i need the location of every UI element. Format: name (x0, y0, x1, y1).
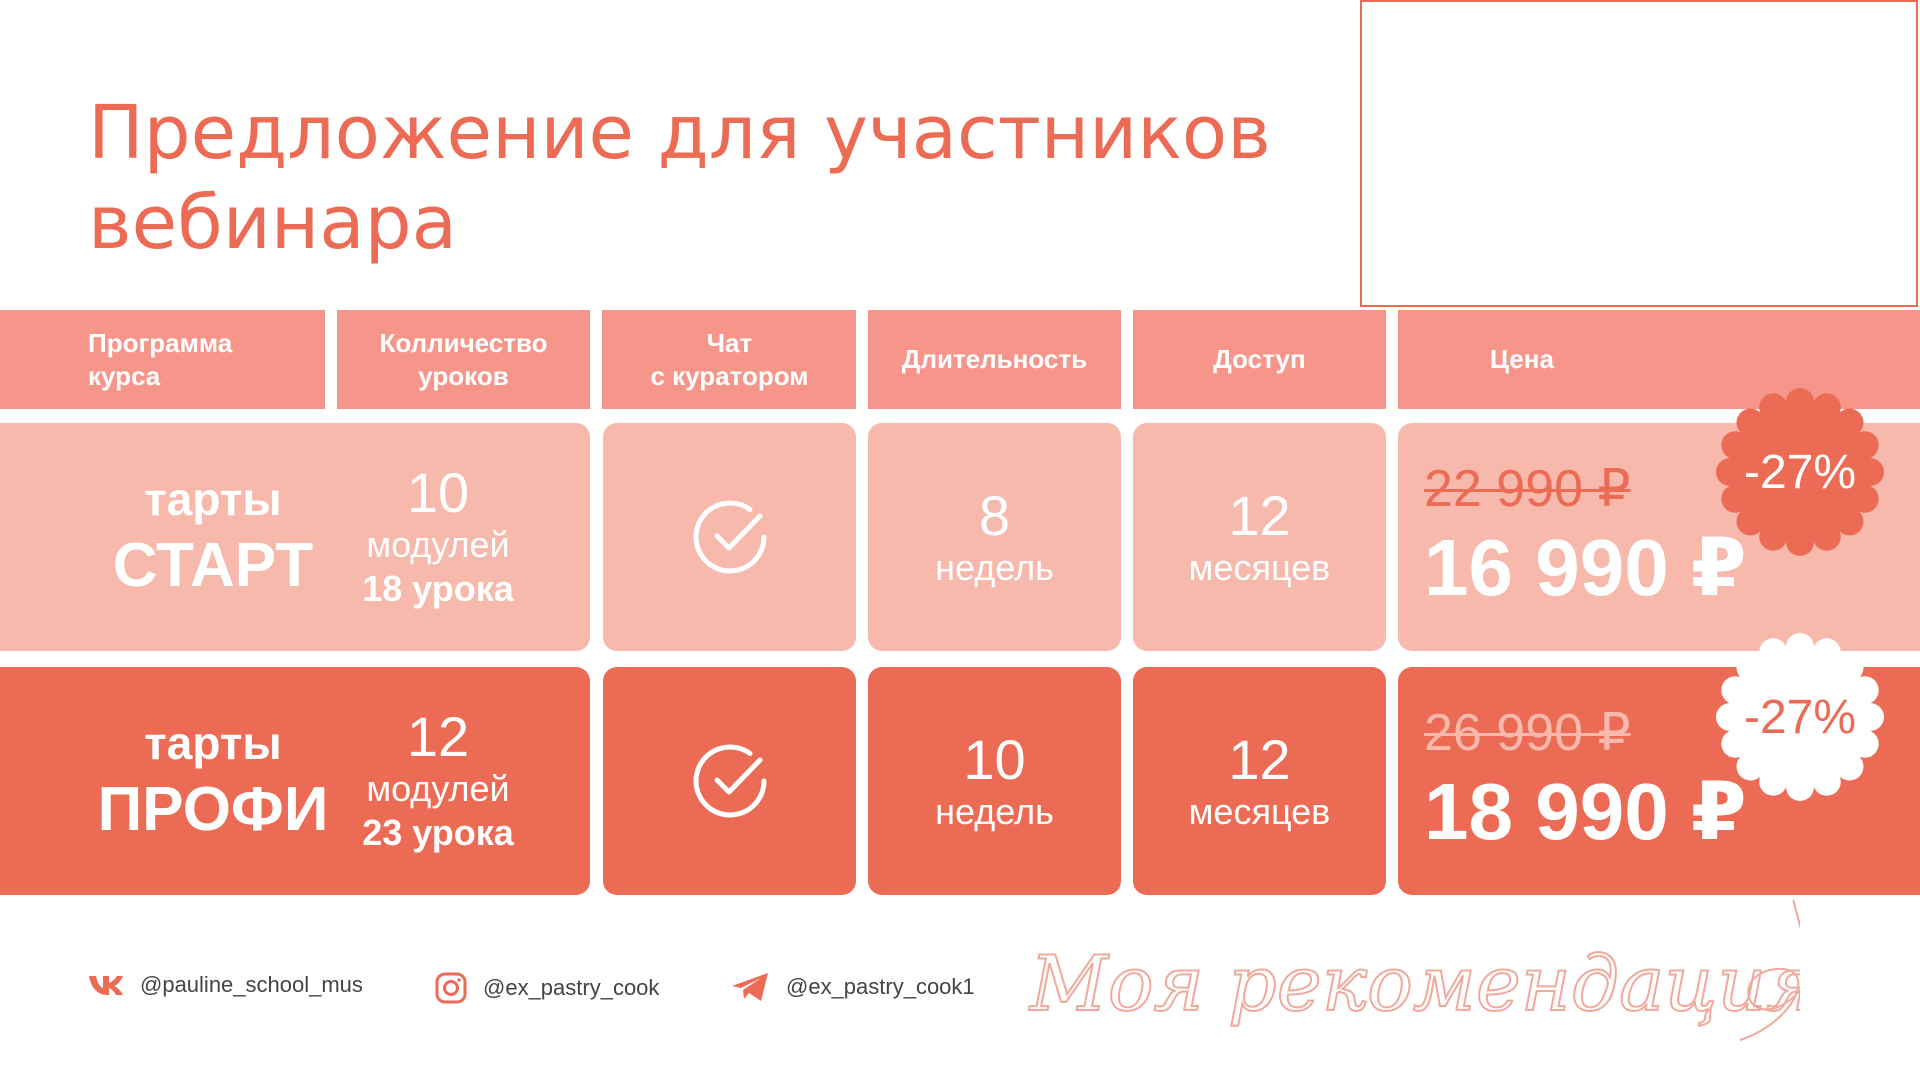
instagram-handle: @ex_pastry_cook (483, 975, 660, 1000)
header-chat-line1: Чат (706, 327, 753, 358)
row-profi-name-line1: тарты (144, 717, 282, 769)
header-price: Цена (1398, 310, 1920, 409)
discount-badge-start-text: -27% (1743, 445, 1857, 499)
row-profi-program: тарты ПРОФИ 12 модулей 23 урока (0, 667, 590, 895)
recommendation-handwriting: Моя рекомендация (1027, 900, 1800, 1041)
discount-badge-start: -27% (1715, 387, 1885, 557)
footer-vk[interactable]: @pauline_school_mus (88, 972, 363, 998)
row-profi-duration-unit: недель (935, 791, 1054, 832)
instagram-icon (435, 972, 467, 1004)
video-placeholder-frame (1360, 0, 1918, 307)
row-profi-access: 12 месяцев (1133, 667, 1386, 895)
discount-badge-profi: -27% (1715, 632, 1885, 802)
row-profi-modules-label: модулей (366, 768, 510, 809)
title-line-2: вебинара (88, 180, 457, 266)
header-program: Программа курса (0, 310, 325, 409)
row-start-access-value: 12 (1228, 484, 1291, 547)
header-lessons-line2: уроков (418, 360, 509, 391)
row-profi-lessons: 23 урока (362, 812, 514, 853)
row-profi-new-price: 18 990 ₽ (1424, 767, 1747, 856)
row-profi-modules-count: 12 (406, 705, 470, 768)
row-start-program: тарты СТАРТ 10 модулей 18 урока (0, 423, 590, 651)
row-profi-access-unit: месяцев (1188, 791, 1331, 832)
row-profi-duration-value: 10 (963, 728, 1026, 791)
row-profi-chat (603, 667, 856, 895)
header-lessons: Колличество уроков (337, 310, 590, 409)
header-program-line1: Программа (88, 327, 233, 358)
scalloped-badge-icon (1716, 388, 1884, 556)
row-start-new-price: 16 990 ₽ (1424, 523, 1747, 612)
telegram-icon (732, 973, 768, 1001)
row-start-duration-unit: недель (935, 547, 1054, 588)
header-duration: Длительность (868, 310, 1121, 409)
recommendation-text: Моя рекомендация (1028, 939, 1800, 1028)
page-title: Предложение для участников вебинара (88, 88, 1271, 268)
telegram-handle: @ex_pastry_cook1 (786, 974, 975, 999)
header-lessons-line1: Колличество (379, 327, 548, 358)
title-line-1: Предложение для участников (88, 90, 1271, 176)
footer-instagram[interactable]: @ex_pastry_cook (435, 972, 659, 1004)
header-chat-line2: с куратором (650, 360, 809, 391)
row-start-modules-label: модулей (366, 524, 510, 565)
row-start-name-line1: тарты (144, 473, 282, 525)
row-start-old-price: 22 990 ₽ (1424, 460, 1631, 518)
row-start-chat (603, 423, 856, 651)
footer-telegram[interactable]: @ex_pastry_cook1 (730, 972, 975, 1002)
row-start-duration: 8 недель (868, 423, 1121, 651)
row-start-name-line2: СТАРТ (112, 531, 314, 600)
header-program-line2: курса (88, 360, 161, 391)
header-chat: Чат с куратором (603, 310, 856, 409)
vk-handle: @pauline_school_mus (140, 972, 363, 997)
row-start-duration-value: 8 (978, 484, 1011, 547)
vk-icon (89, 976, 123, 995)
row-profi-old-price: 26 990 ₽ (1424, 704, 1631, 762)
row-start-access-unit: месяцев (1188, 547, 1331, 588)
row-profi-duration: 10 недель (868, 667, 1121, 895)
row-profi-name-line2: ПРОФИ (97, 775, 329, 844)
row-start-modules-count: 10 (406, 461, 470, 524)
check-circle-icon (693, 744, 766, 818)
row-start-lessons: 18 урока (362, 568, 514, 609)
row-profi-access-value: 12 (1228, 728, 1291, 791)
header-access: Доступ (1133, 310, 1386, 409)
check-circle-icon (693, 500, 766, 574)
scalloped-badge-icon (1716, 633, 1884, 801)
discount-badge-profi-text: -27% (1743, 690, 1857, 744)
row-start-access: 12 месяцев (1133, 423, 1386, 651)
